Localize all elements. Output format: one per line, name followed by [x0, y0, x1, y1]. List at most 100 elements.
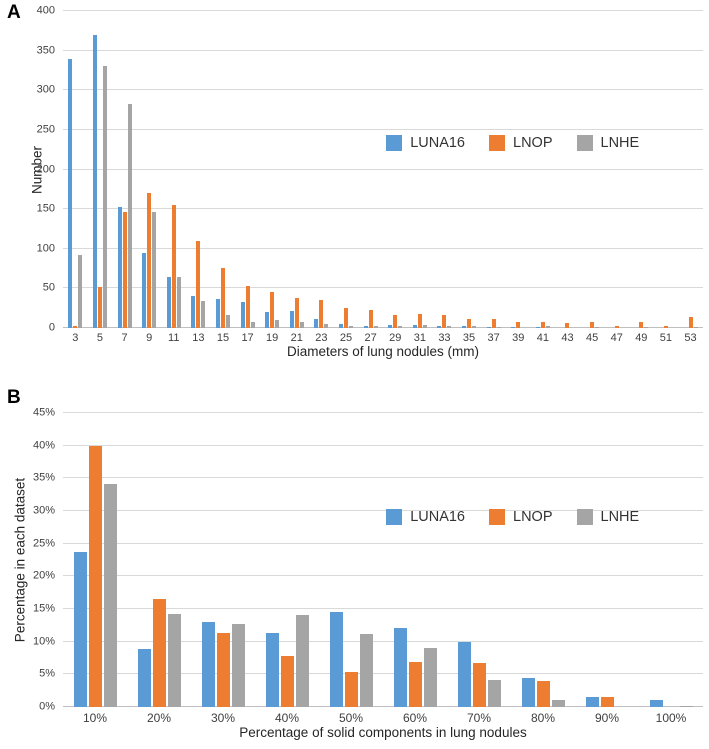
- bar-lnhe-80%: [551, 700, 565, 707]
- legend-swatch-lnop-icon: [489, 508, 505, 525]
- bar-group-39: [506, 11, 531, 328]
- bar-group-49: [629, 11, 654, 328]
- y-tick-label: 400: [36, 4, 55, 17]
- bar-lnhe-30%: [231, 624, 245, 707]
- legend-swatch-luna16-icon: [386, 508, 403, 525]
- bar-luna16-27: [363, 325, 368, 328]
- bar-luna16-23: [314, 318, 319, 328]
- y-tick-label: 150: [36, 202, 55, 215]
- x-tick-label: 5: [96, 332, 103, 344]
- bar-lnop-70%: [472, 662, 486, 707]
- bar-luna16-19: [265, 312, 270, 328]
- bar-lnop-60%: [408, 661, 422, 707]
- bar-luna16-100%: [649, 700, 663, 707]
- bar-luna16-31: [412, 324, 417, 328]
- x-tick-label: 20%: [146, 711, 172, 725]
- bar-lnop-20%: [152, 599, 166, 707]
- bar-group-43: [555, 11, 580, 328]
- bar-lnhe-23: [324, 324, 329, 328]
- bar-group-7: [112, 11, 137, 328]
- x-tick-label: 15: [216, 332, 230, 344]
- x-tick-label: 19: [266, 332, 279, 344]
- y-tick-label: 0%: [39, 700, 55, 713]
- bar-lnhe-29: [398, 326, 403, 328]
- bar-group-31: [408, 11, 433, 328]
- x-tick-label: 49: [635, 332, 648, 344]
- legend-label-lnop: LNOP: [513, 134, 553, 151]
- x-tick-label: 51: [659, 332, 673, 344]
- bar-lnhe-49: [644, 327, 649, 328]
- bar-luna16-3: [68, 58, 73, 328]
- bar-luna16-90%: [585, 696, 599, 707]
- bar-luna16-50%: [329, 612, 343, 707]
- bar-group-45: [580, 11, 605, 328]
- y-tick-label: 0: [48, 321, 55, 334]
- bar-luna16-13: [191, 296, 196, 328]
- bar-lnop-27: [368, 309, 373, 328]
- x-tick-label: 35: [462, 332, 476, 344]
- bar-lnop-21: [294, 297, 299, 328]
- gridline: [63, 542, 703, 544]
- legend-swatch-lnop-icon: [489, 134, 505, 151]
- x-tick-label: 7: [121, 332, 128, 344]
- y-tick-label: 20%: [32, 569, 55, 582]
- bar-lnop-90%: [600, 696, 614, 707]
- bar-luna16-25: [339, 324, 343, 328]
- bar-lnop-53: [688, 316, 693, 328]
- y-tick-label: 25%: [32, 537, 55, 550]
- bar-lnop-30%: [216, 632, 230, 707]
- bar-luna16-33: [437, 326, 442, 328]
- bar-lnop-7: [122, 212, 127, 328]
- bar-lnhe-31: [422, 324, 427, 328]
- x-tick-label: 43: [561, 332, 574, 344]
- x-tick-label: 50%: [338, 711, 364, 725]
- x-tick-label: 80%: [530, 711, 556, 725]
- bar-group-33: [432, 11, 457, 328]
- x-tick-label: 40%: [274, 711, 300, 725]
- panel-b-plot-area: 0% 5% 10% 15% 20% 25% 30% 35% 40% 45% 10% 20% 30% 40%…: [33, 407, 703, 725]
- y-tick-label: 10%: [32, 635, 55, 648]
- bar-luna16-29: [388, 324, 393, 328]
- panel-a-label: A: [7, 2, 21, 23]
- x-tick-label: 41: [536, 332, 549, 344]
- bar-lnhe-70%: [487, 680, 501, 707]
- y-tick-label: 250: [36, 123, 55, 136]
- bar-lnop-13: [196, 240, 201, 328]
- bar-group-3: [63, 11, 88, 328]
- bar-luna16-5: [92, 34, 97, 328]
- bar-luna16-80%: [521, 677, 535, 707]
- y-tick-label: 40%: [32, 439, 55, 452]
- bar-lnop-39: [516, 322, 521, 328]
- bar-lnop-11: [171, 205, 176, 328]
- bar-luna16-70%: [457, 641, 471, 707]
- bar-group-23: [309, 11, 334, 328]
- panel-a: A Number 0 50 100 150 200 250 300 350 400 3 5 7 9 11 1…: [7, 2, 703, 359]
- y-tick-label: 50: [42, 281, 55, 294]
- bar-group-13: [186, 11, 211, 328]
- bar-group-51: [654, 11, 679, 328]
- bar-group-19: [260, 11, 285, 328]
- bar-luna16-41: [535, 327, 540, 328]
- bar-group-25: [334, 11, 359, 328]
- legend-label-lnop: LNOP: [513, 508, 553, 525]
- bar-lnhe-27: [373, 326, 378, 328]
- x-tick-label: 33: [438, 332, 451, 344]
- legend-swatch-luna16-icon: [386, 134, 403, 151]
- bar-group-15: [211, 11, 236, 328]
- panel-b-y-axis-title: Percentage in each dataset: [12, 477, 28, 643]
- bar-groups: [63, 11, 703, 328]
- bar-lnhe-41: [545, 326, 550, 328]
- bar-group-27: [358, 11, 383, 328]
- legend-item-lnhe: LNHE: [576, 508, 639, 525]
- panel-b-label: B: [7, 387, 21, 408]
- x-tick-label: 10%: [82, 711, 108, 725]
- gridline: [63, 10, 703, 11]
- bar-group-20%: [127, 413, 191, 707]
- bar-lnhe-35: [472, 326, 477, 328]
- bar-group-11: [161, 11, 186, 328]
- legend-item-luna16: LUNA16: [386, 508, 465, 525]
- bar-lnhe-37: [496, 327, 501, 328]
- bar-luna16-11: [166, 276, 171, 328]
- x-tick-label: 70%: [466, 711, 492, 725]
- legend-item-luna16: LUNA16: [386, 134, 465, 151]
